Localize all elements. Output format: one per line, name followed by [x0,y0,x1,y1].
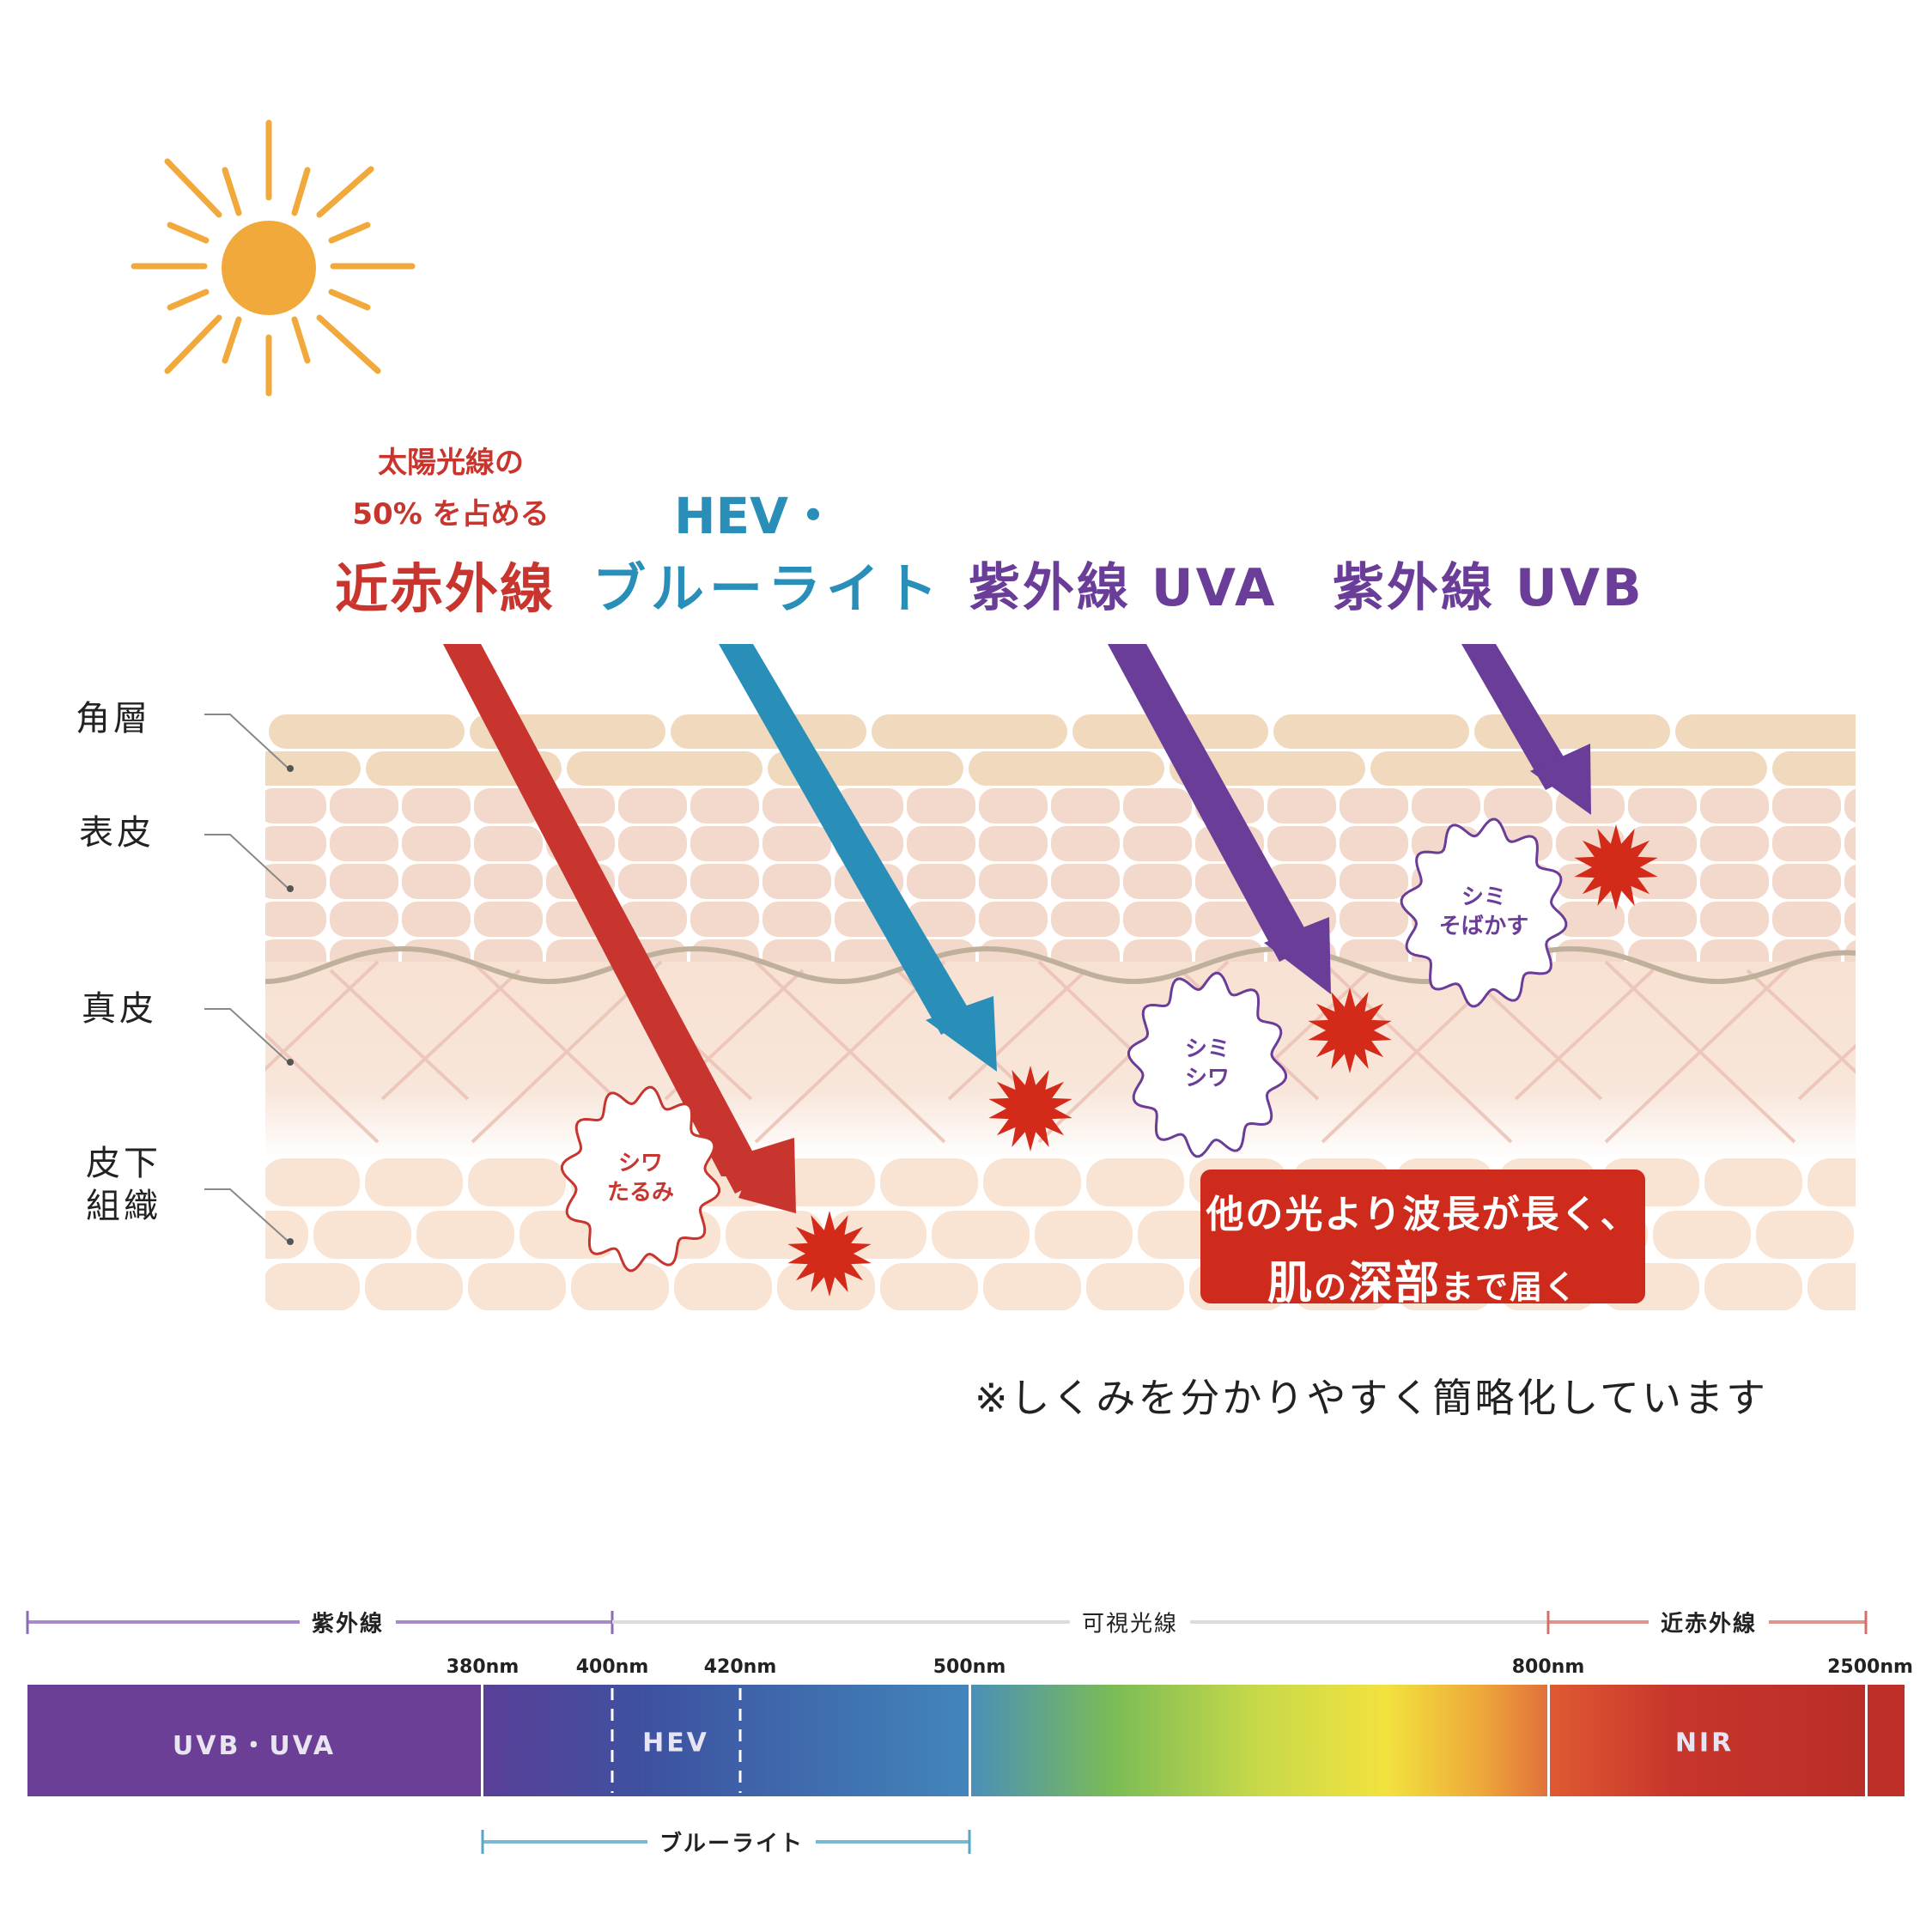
layer-label-epidermis: 表皮 [79,813,155,853]
callout-line1: 他の光より波長が長く、 [1206,1193,1640,1236]
band-label-hev: HEV [642,1728,709,1759]
effect-uvb-line1: シミ [1461,884,1506,911]
uva-title: 紫外線 UVA [969,558,1278,618]
hev-arrow [719,644,997,1072]
skin-cross-section [265,714,1856,1310]
nir-arrow [443,644,796,1213]
nir-callout-box: 他の光より波長が長く、 肌の深部まで届く [1200,1170,1645,1309]
nir-subtitle-line2: 50% を占める [352,497,550,532]
layer-label-subcutaneous-line2: 組織 [86,1187,161,1226]
simplification-footnote: ※しくみを分かりやすく簡略化しています [975,1375,1769,1421]
callout-word-reach: まで届く [1441,1268,1579,1306]
nir-title: 近赤外線 [335,557,556,620]
effect-nir-line1: シワ [617,1151,664,1177]
band-nir [1550,1685,1865,1796]
collagen-fibers [265,960,1856,1144]
nir-subtitle-line1: 太陽光線の [378,446,524,480]
band-uv [27,1685,481,1796]
effect-uvb-text: シミ そばかす [1439,884,1529,942]
bracket-label-bluelight: ブルーライト [647,1826,817,1858]
tick-label-380nm: 380nm [446,1656,519,1678]
layer-leader-dots [287,765,294,1245]
tick-label-500nm: 500nm [933,1656,1006,1678]
callout-particle: の [1313,1268,1348,1306]
effect-uvb-line2: そばかす [1438,914,1529,939]
sun-icon [131,119,416,397]
effect-uva-line1: シミ [1184,1036,1230,1063]
bracket-label-nir: 近赤外線 [1648,1606,1770,1638]
band-label-nir: NIR [1674,1728,1735,1759]
subcutaneous-layer [265,1158,1856,1310]
band-nir-tail [1868,1685,1905,1796]
layer-leader-lines [204,714,289,1242]
tick-label-400nm: 400nm [575,1656,649,1678]
layer-label-dermis: 真皮 [82,989,157,1029]
bracket-label-uv: 紫外線 [299,1606,397,1638]
tick-label-2500nm: 2500nm [1827,1656,1913,1678]
layer-label-subcutaneous-line1: 皮下 [86,1144,161,1183]
effect-uva-line2: シワ [1184,1066,1230,1091]
hev-title-line1: HEV・ [674,487,839,545]
layer-label-subcutaneous: 皮下 組織 [86,1142,161,1228]
band-bluelight [483,1685,969,1796]
effect-nir-text: シワ たるみ [607,1150,674,1208]
tick-label-420nm: 420nm [703,1656,777,1678]
callout-line2: 肌の深部まで届く [1200,1247,1645,1311]
effect-bubbles [561,817,1568,1273]
uvb-arrow [1461,644,1591,815]
damage-starbursts [787,824,1658,1297]
callout-word-skin: 肌 [1267,1258,1314,1309]
tick-label-800nm: 800nm [1511,1656,1585,1678]
epidermis-layer [265,788,1856,975]
uva-arrow [1108,644,1331,994]
callout-word-deep: 深部 [1348,1258,1442,1309]
hev-title-line2: ブルーライト [592,557,944,620]
uvb-title: 紫外線 UVB [1333,558,1644,618]
effect-uva-text: シミ シワ [1185,1036,1230,1094]
band-visible [971,1685,1547,1796]
effect-nir-line2: たるみ [606,1180,675,1206]
band-label-uvb-uva: UVB・UVA [172,1731,337,1761]
basement-membrane-wave [265,945,1856,985]
spectrum-bar [27,1685,1905,1796]
layer-label-stratum-corneum: 角層 [76,699,151,738]
bracket-label-visible: 可視光線 [1069,1606,1191,1638]
